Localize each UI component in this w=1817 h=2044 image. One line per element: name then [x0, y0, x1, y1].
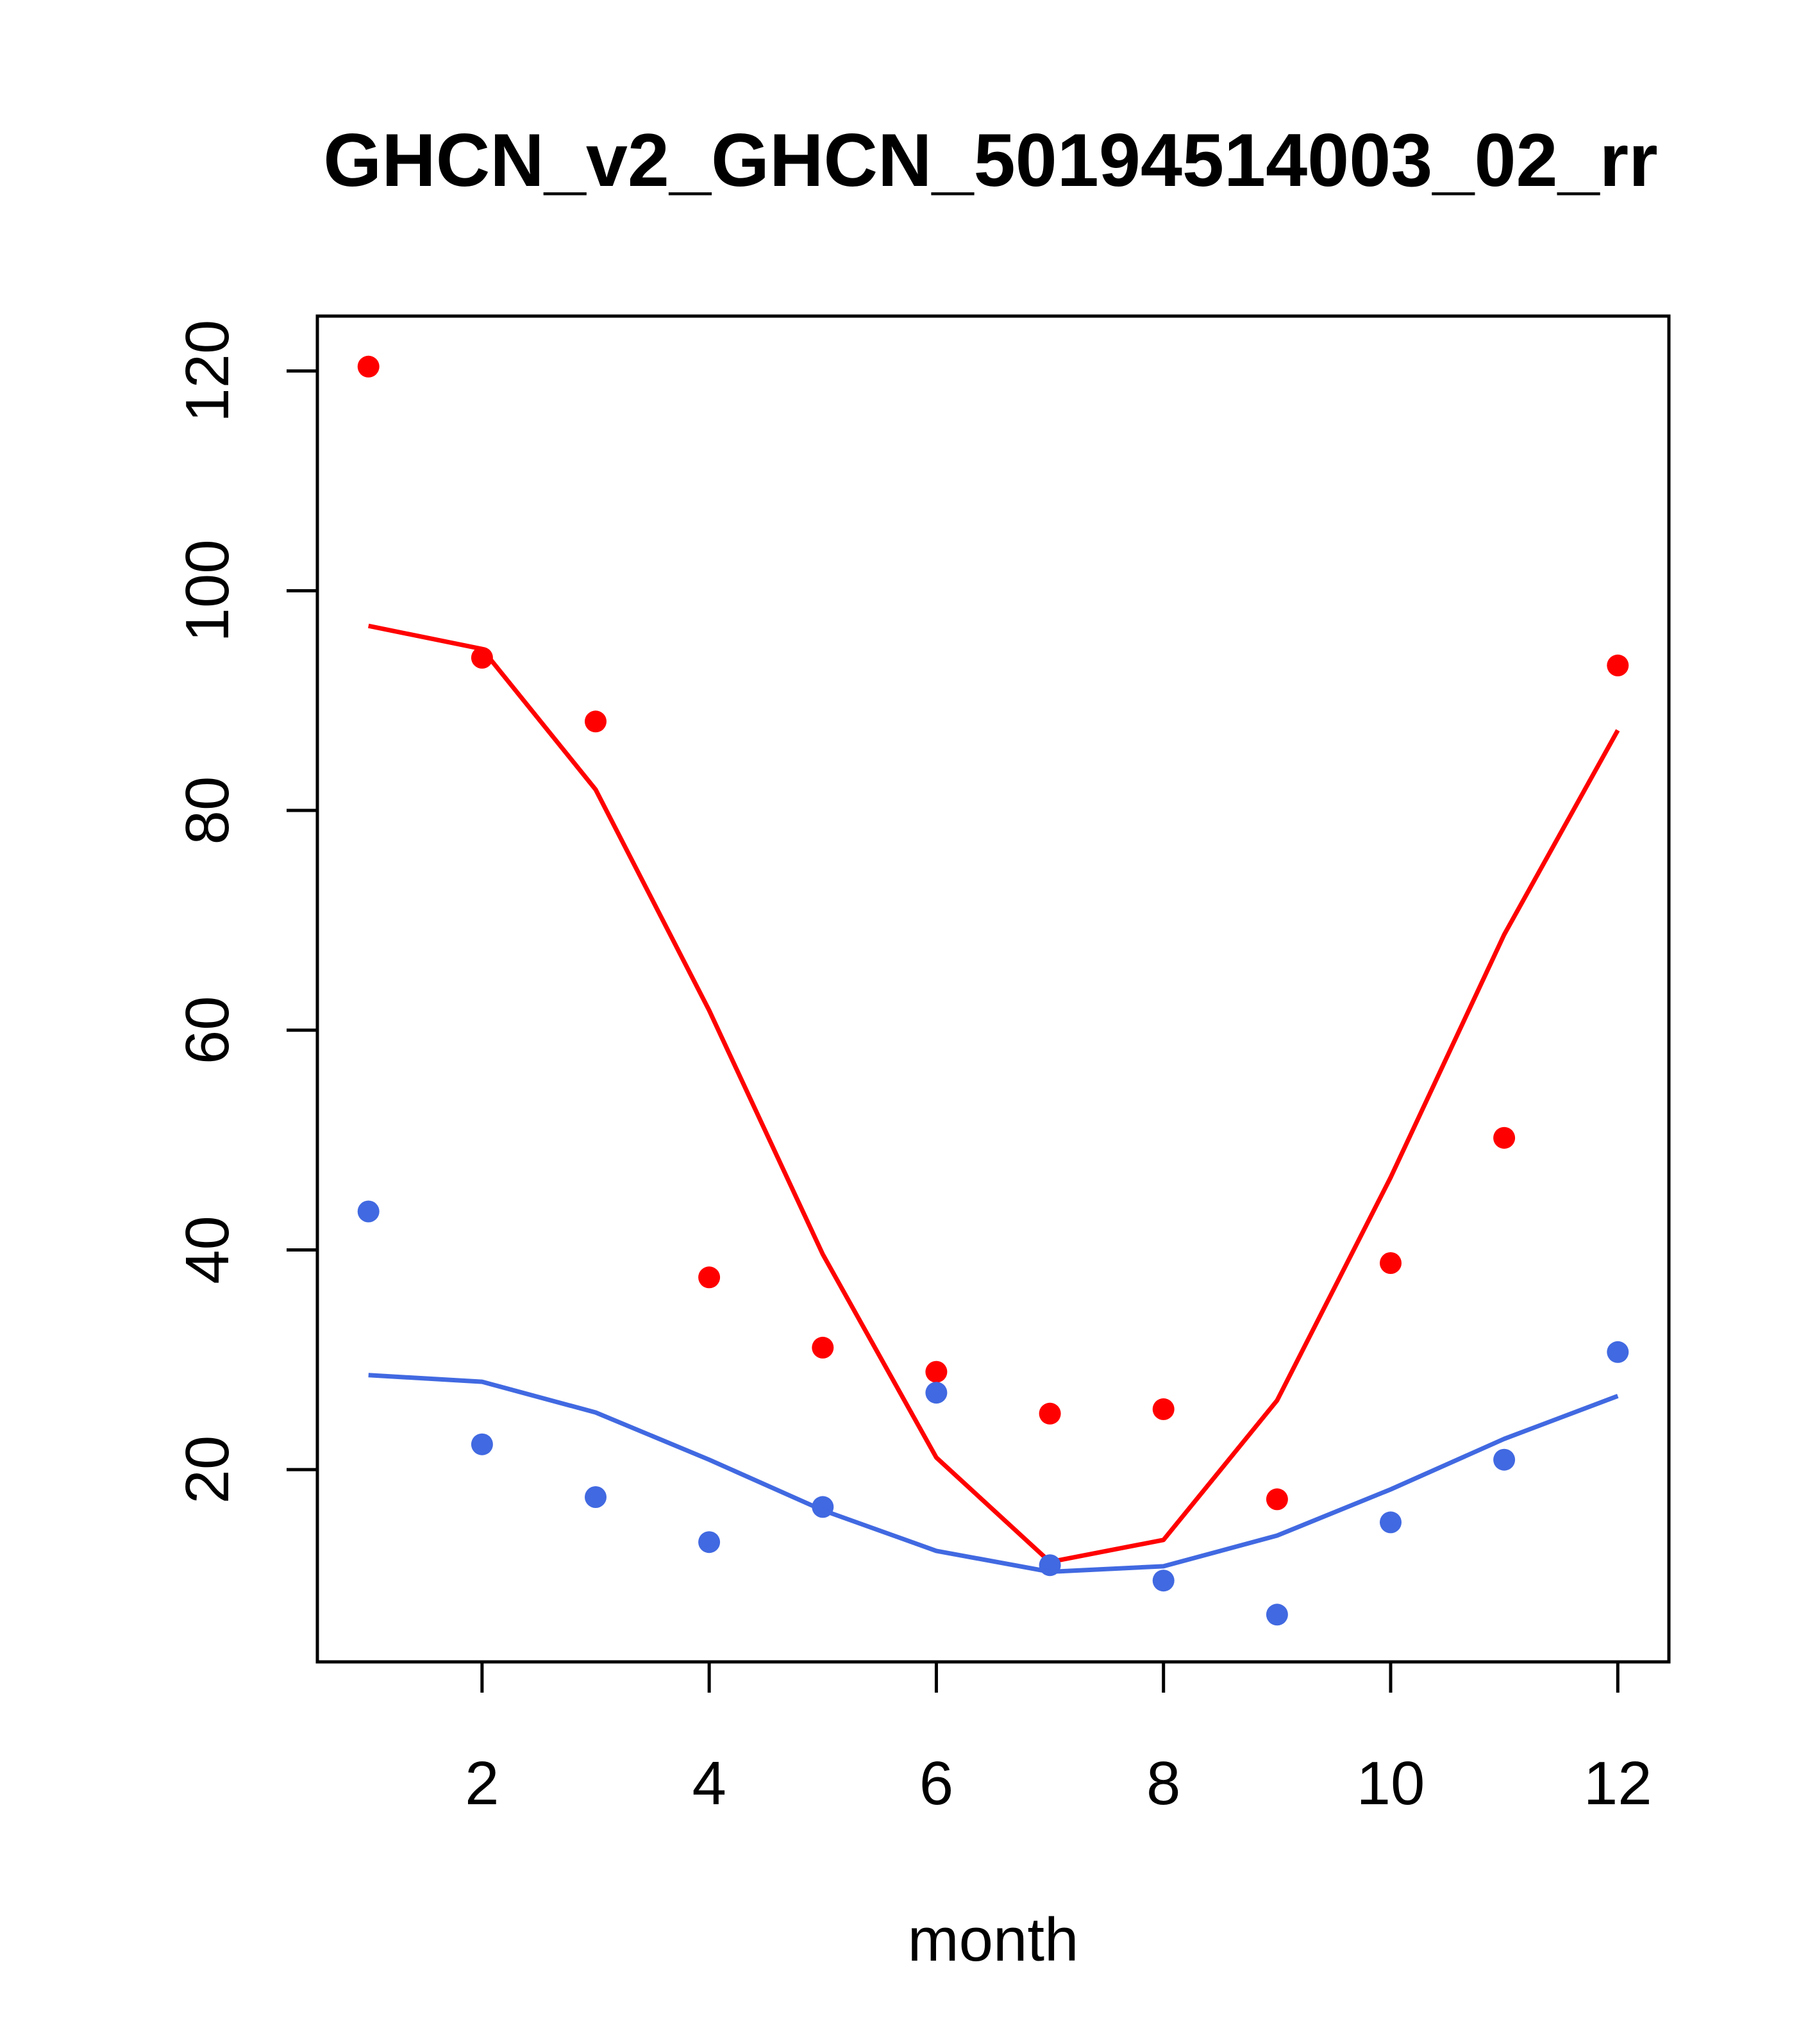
data-point: [1380, 1252, 1402, 1274]
data-point: [357, 355, 380, 378]
data-point: [585, 1486, 607, 1508]
data-point: [812, 1336, 834, 1359]
y-tick-label: 60: [173, 996, 242, 1064]
data-point: [1493, 1448, 1516, 1471]
x-axis-label: month: [908, 1906, 1079, 1974]
data-point: [925, 1382, 948, 1404]
data-point: [698, 1266, 721, 1289]
x-tick-label: 6: [919, 1749, 953, 1818]
data-point: [1266, 1604, 1288, 1626]
data-point: [471, 1433, 493, 1455]
series-line: [368, 1373, 1619, 1574]
series-1-line: [368, 623, 1620, 1564]
series-line: [368, 623, 1620, 1564]
data-point: [585, 710, 607, 733]
y-tick-label: 20: [173, 1436, 242, 1504]
y-tick-label: 100: [173, 539, 242, 642]
data-point: [1152, 1570, 1175, 1592]
data-point: [698, 1531, 721, 1554]
x-tick-label: 2: [465, 1749, 499, 1818]
x-tick-label: 12: [1584, 1749, 1652, 1818]
y-tick-label: 80: [173, 776, 242, 845]
data-point: [1039, 1402, 1061, 1425]
data-point: [1493, 1127, 1516, 1149]
data-point: [1607, 1341, 1629, 1363]
x-tick-label: 10: [1357, 1749, 1425, 1818]
x-tick-label: 4: [692, 1749, 726, 1818]
data-point: [1152, 1398, 1175, 1420]
data-point: [1266, 1488, 1288, 1511]
x-tick-label: 8: [1146, 1749, 1180, 1818]
data-point: [1380, 1511, 1402, 1534]
series-0-points: [357, 355, 1629, 1511]
y-axis: 20 40 60 80 100 120: [173, 320, 319, 1504]
data-point: [925, 1361, 948, 1383]
y-tick-label: 40: [173, 1216, 242, 1284]
x-axis: 2 4 6 8 10 12: [465, 1660, 1652, 1818]
data-point: [357, 1200, 380, 1223]
series-layer: [357, 355, 1629, 1626]
y-tick-label: 120: [173, 320, 242, 423]
chart-title: GHCN_v2_GHCN_50194514003_02_rr: [323, 118, 1657, 202]
series-3-line: [368, 1373, 1619, 1574]
data-point: [1607, 654, 1629, 676]
